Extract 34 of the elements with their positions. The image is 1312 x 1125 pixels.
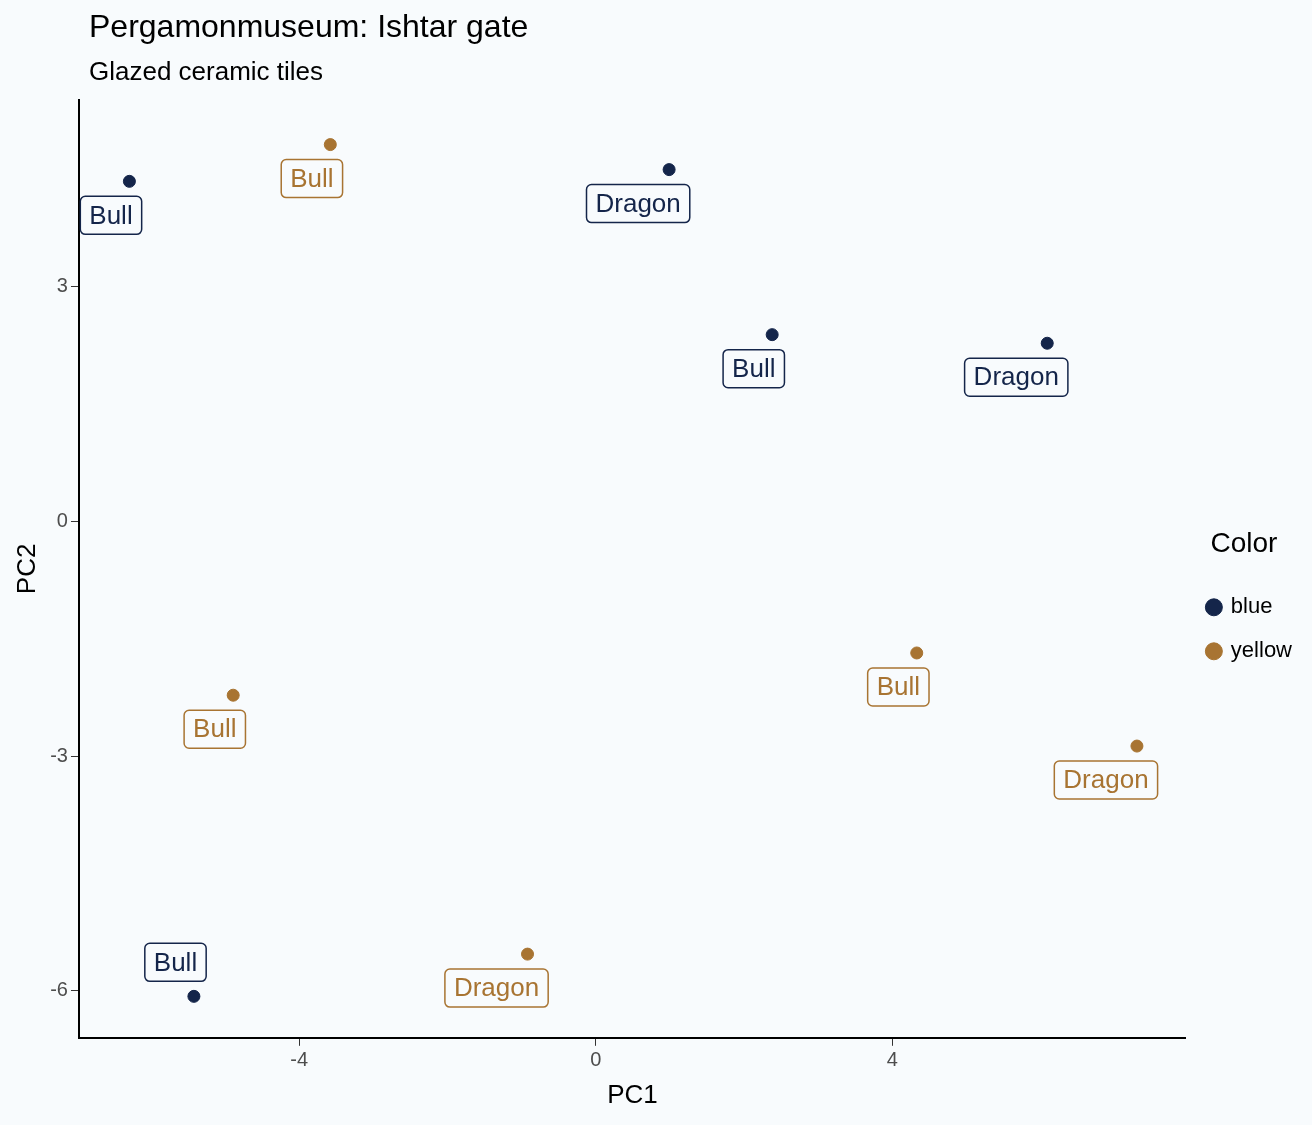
data-label: Dragon [595, 187, 681, 218]
y-tick-label: -3 [50, 743, 68, 766]
legend-title: Color [1210, 527, 1278, 559]
data-label: Bull [193, 713, 237, 744]
x-tick-label: 4 [886, 1048, 898, 1071]
point [226, 688, 240, 702]
point [910, 646, 924, 660]
point [187, 989, 201, 1003]
data-label: Dragon [1063, 764, 1149, 795]
point [521, 947, 535, 961]
x-axis-title: PC1 [607, 1078, 658, 1109]
chart-subtitle: Glazed ceramic tiles [89, 56, 324, 87]
point [1040, 336, 1054, 350]
point [1130, 739, 1144, 753]
data-label: Bull [290, 162, 334, 193]
point [765, 328, 779, 342]
data-label: Dragon [453, 972, 540, 1003]
data-label: Dragon [973, 361, 1059, 392]
y-tick-label: -6 [50, 978, 68, 1001]
x-tick-label: -4 [290, 1048, 309, 1071]
chart-title: Pergamonmuseum: Ishtar gate [89, 8, 529, 45]
data-label: Bull [876, 671, 921, 702]
data-label: Bull [89, 199, 133, 230]
y-tick-label: 3 [56, 274, 68, 297]
legend-label: yellow [1230, 637, 1293, 663]
point [122, 174, 136, 188]
x-tick-label: 0 [590, 1048, 602, 1071]
y-axis-title: PC2 [10, 543, 41, 595]
data-label: Bull [153, 946, 198, 977]
point [323, 138, 337, 152]
legend-label: blue [1230, 593, 1273, 619]
data-label: Bull [732, 352, 776, 383]
y-tick-label: 0 [56, 509, 68, 532]
point [662, 163, 676, 177]
